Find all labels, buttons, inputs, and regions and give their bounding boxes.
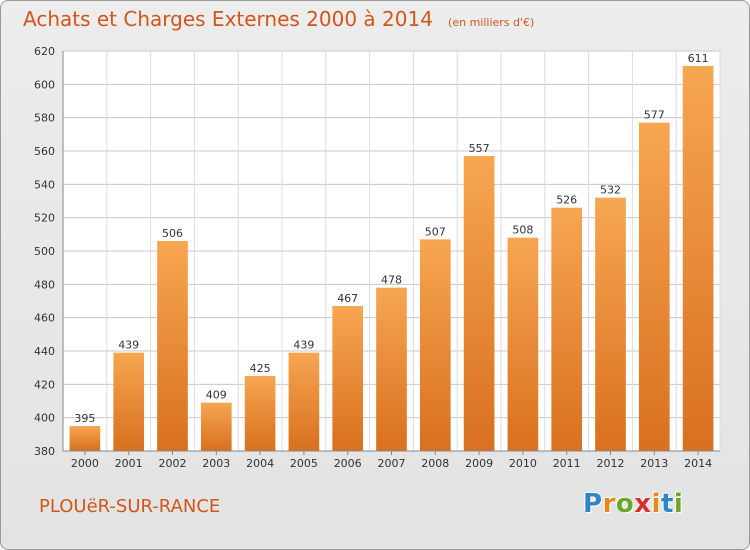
logo-letter: x: [634, 489, 652, 519]
bar-layer: [69, 66, 714, 452]
logo-letter: P: [583, 489, 603, 519]
x-tick-label: 2003: [202, 457, 230, 470]
bar-2013: [638, 122, 670, 452]
data-label: 439: [293, 339, 314, 352]
y-tick-label: 460: [34, 312, 55, 325]
bar-2011: [551, 207, 583, 451]
x-tick-label: 2014: [684, 457, 712, 470]
logo-letter: o: [615, 489, 635, 519]
x-tick-label: 2002: [159, 457, 187, 470]
chart-header: Achats et Charges Externes 2000 à 2014 (…: [23, 7, 534, 31]
logo-letter: r: [602, 489, 616, 519]
logo-letter: i: [651, 489, 661, 519]
data-label: 532: [600, 184, 621, 197]
x-tick-label: 2010: [509, 457, 537, 470]
bar-2000: [69, 426, 101, 451]
data-label: 409: [206, 389, 227, 402]
y-tick-label: 440: [34, 345, 55, 358]
bar-2004: [244, 376, 276, 451]
x-tick-label: 2008: [421, 457, 449, 470]
y-tick-label: 520: [34, 212, 55, 225]
town-name: PLOUëR-SUR-RANCE: [39, 496, 221, 517]
y-tick-label: 400: [34, 412, 55, 425]
data-label: 611: [688, 52, 709, 65]
bar-2010: [507, 237, 539, 451]
y-tick-label: 600: [34, 78, 55, 91]
x-tick-label: 2012: [597, 457, 625, 470]
data-label: 507: [425, 225, 446, 238]
x-tick-label: 2006: [334, 457, 362, 470]
x-tick-label: 2000: [71, 457, 99, 470]
bar-2012: [595, 197, 626, 451]
y-tick-label: 480: [34, 278, 55, 291]
y-tick-label: 580: [34, 112, 55, 125]
x-tick-label: 2013: [640, 457, 668, 470]
data-label: 478: [381, 274, 402, 287]
data-label: 508: [512, 224, 533, 237]
y-tick-label: 560: [34, 145, 55, 158]
proxiti-logo: Proxiti: [583, 489, 683, 519]
bar-2007: [376, 287, 407, 451]
bar-2003: [200, 402, 232, 451]
bar-2001: [113, 352, 145, 451]
logo-letter: t: [660, 489, 674, 519]
y-tick-label: 380: [34, 445, 55, 458]
data-label: 467: [337, 292, 358, 305]
bar-2009: [463, 156, 495, 451]
y-tick-label: 540: [34, 178, 55, 191]
x-tick-label: 2011: [553, 457, 581, 470]
data-label: 526: [556, 194, 577, 207]
data-label: 506: [162, 227, 183, 240]
data-label: 395: [74, 412, 95, 425]
bar-2008: [419, 239, 451, 451]
bar-2002: [157, 241, 188, 451]
x-tick-label: 2001: [115, 457, 143, 470]
bar-2006: [332, 306, 364, 451]
label-layer: 395 439 506 409 425 439 467 478 507 557 508 526 532 5…: [74, 52, 708, 425]
y-tick-label: 620: [34, 45, 55, 58]
x-tick-label: 2009: [465, 457, 493, 470]
x-tick-label: 2004: [246, 457, 274, 470]
y-tick-label: 420: [34, 378, 55, 391]
data-label: 557: [469, 142, 490, 155]
x-tick-label: 2007: [378, 457, 406, 470]
y-tick-label: 500: [34, 245, 55, 258]
x-tick-label: 2005: [290, 457, 318, 470]
bar-2014: [682, 66, 714, 451]
data-label: 439: [118, 339, 139, 352]
data-label: 425: [250, 362, 271, 375]
bar-2005: [288, 352, 320, 451]
axis-layer: 380 400 420 440 460 480 500 520 540 560 580 600 620 2…: [34, 45, 720, 470]
data-label: 577: [644, 109, 665, 122]
chart-unit: (en milliers d'€): [448, 16, 535, 29]
chart-title: Achats et Charges Externes 2000 à 2014: [23, 7, 433, 31]
logo-letter: i: [673, 489, 684, 519]
